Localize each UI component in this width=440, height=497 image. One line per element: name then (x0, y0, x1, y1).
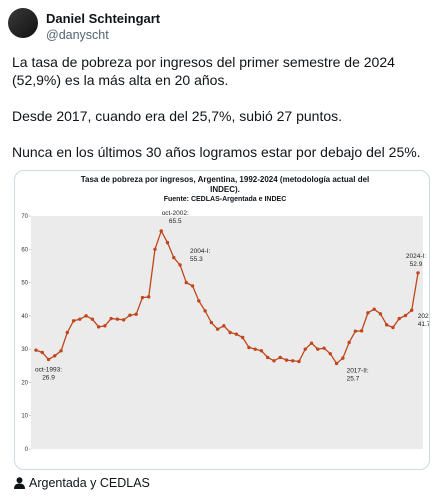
person-icon (14, 477, 25, 489)
chart-image[interactable]: 0102030405060701992-II1993-II1994-II1995… (14, 170, 430, 470)
data-point (403, 313, 408, 318)
data-point (391, 325, 395, 330)
data-point (228, 330, 232, 335)
data-point (172, 255, 176, 260)
data-point (322, 346, 326, 350)
data-point (178, 263, 182, 267)
chart-title: Tasa de pobreza por ingresos, Argentina,… (80, 175, 370, 194)
data-point (278, 355, 282, 360)
data-point (397, 316, 401, 321)
plot-background (31, 216, 423, 449)
data-point (316, 347, 320, 351)
data-point (284, 358, 289, 362)
data-point (203, 309, 207, 313)
chart-subtitle: Fuente: CEDLAS-Argentada e INDEC (163, 196, 287, 203)
data-point (247, 345, 251, 350)
point-label: 2004-I: (190, 248, 210, 255)
data-point (297, 359, 301, 364)
data-point (272, 359, 276, 363)
data-point (78, 317, 82, 321)
y-tick-label: 30 (21, 347, 28, 353)
y-tick-label: 50 (21, 281, 28, 287)
data-point (40, 350, 44, 355)
data-point (65, 330, 70, 335)
y-tick-label: 20 (21, 380, 28, 386)
point-label: oct-2002: (162, 210, 189, 217)
data-point (147, 295, 151, 299)
data-point (240, 335, 245, 340)
data-point (328, 352, 333, 356)
value-label: 65.5 (169, 218, 182, 225)
data-point (84, 314, 88, 318)
value-label: 41.7 (418, 321, 429, 328)
data-point (140, 295, 145, 300)
data-point (291, 359, 295, 363)
data-point (103, 324, 107, 328)
y-tick-label: 40 (21, 314, 28, 320)
value-label: 52.9 (410, 261, 423, 268)
point-label: oct-1993: (35, 366, 62, 373)
value-label: 25.7 (347, 375, 360, 382)
data-point (34, 348, 38, 352)
data-point (71, 319, 76, 323)
data-point (109, 316, 113, 321)
data-point (410, 308, 414, 312)
data-point (347, 340, 351, 345)
data-point (159, 229, 163, 233)
value-label: 55.3 (190, 256, 203, 263)
data-point (121, 318, 126, 322)
tweet-paragraph: Desde 2017, cuando era del 25,7%, subió … (12, 108, 343, 124)
data-point (334, 361, 339, 366)
data-point (128, 313, 132, 317)
media-tag-text: Argentada y CEDLAS (29, 476, 150, 490)
data-point (253, 347, 257, 351)
media-tag[interactable]: Argentada y CEDLAS (14, 476, 150, 490)
data-point (234, 332, 239, 336)
data-point (134, 312, 138, 316)
data-point (197, 299, 201, 303)
data-point (366, 311, 370, 315)
chart: 0102030405060701992-II1993-II1994-II1995… (21, 210, 429, 453)
author-name[interactable]: Daniel Schteingart (46, 11, 161, 26)
data-point (190, 284, 195, 288)
data-point (259, 349, 264, 353)
data-point (46, 357, 51, 362)
point-label: 2023-II: (418, 313, 429, 320)
data-point (153, 247, 157, 251)
data-point (378, 312, 383, 316)
point-label: 2017-II: (347, 367, 369, 374)
data-point (341, 356, 345, 360)
y-tick-label: 10 (21, 414, 28, 420)
avatar[interactable] (8, 8, 38, 38)
data-point (384, 323, 389, 327)
data-point (209, 320, 214, 325)
tweet-paragraph: Nunca en los últimos 30 años logramos es… (12, 144, 421, 160)
data-point (115, 317, 120, 321)
data-point (90, 317, 95, 321)
data-point (53, 354, 57, 358)
data-point (215, 327, 220, 331)
value-label: 26.9 (42, 374, 55, 381)
data-point (353, 329, 358, 333)
tweet-text: La tasa de pobreza por ingresos del prim… (12, 53, 432, 179)
data-point (222, 324, 226, 328)
data-point (303, 347, 307, 351)
data-point (184, 280, 188, 285)
y-tick-label: 60 (21, 247, 28, 253)
data-point (372, 307, 376, 311)
y-tick-label: 0 (25, 447, 29, 453)
data-point (59, 349, 63, 353)
tweet-paragraph: La tasa de pobreza por ingresos del prim… (12, 54, 395, 88)
data-point (359, 329, 364, 333)
point-label: 2024-I: (406, 253, 426, 260)
data-point (96, 325, 101, 329)
data-point (165, 240, 170, 245)
author-handle[interactable]: @danyscht (46, 28, 109, 42)
data-point (416, 271, 420, 275)
data-point (309, 341, 314, 345)
y-tick-label: 70 (21, 214, 28, 220)
data-point (266, 355, 270, 360)
